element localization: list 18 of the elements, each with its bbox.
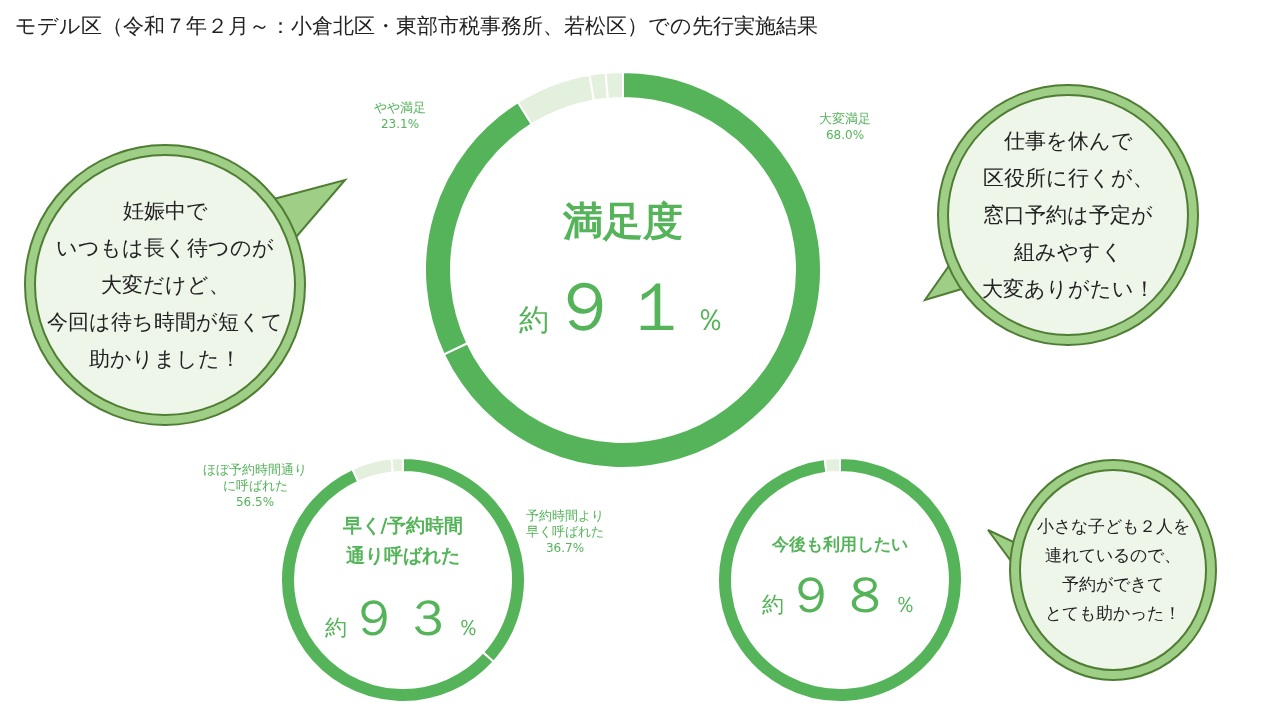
slice-label: ほぼ予約時間通りに呼ばれた (203, 462, 307, 493)
chart-title: モデル区（令和７年２月～：小倉北区・東部市税事務所、若松区）での先行実施結果 (15, 14, 818, 38)
text: 約９１％ (519, 267, 727, 346)
text: 早く/予約時間通り呼ばれた (341, 514, 464, 566)
text: 仕事を休んで区役所に行くが、窓口予約は予定が組みやすく大変ありがたい！ (981, 129, 1155, 302)
data-label: 23.1% (380, 117, 420, 131)
slice-label: やや満足 (374, 100, 426, 115)
data-label: 68.0% (825, 128, 865, 142)
text: 約９３％ (325, 589, 481, 647)
text: 満足度 (562, 198, 683, 244)
text: 約９８％ (762, 566, 918, 624)
slice-label: 大変満足 (819, 111, 871, 126)
text: 今後も利用したい (771, 534, 908, 554)
text: 小さな子ども２人を連れているので、予約ができてとても助かった！ (1036, 516, 1190, 624)
text: 妊娠中でいつもは長く待つのが大変だけど、今回は待ち時間が短くて助かりました！ (47, 199, 283, 372)
data-label: 56.5% (235, 495, 275, 509)
slice-label: 予約時間より早く呼ばれた (526, 508, 604, 539)
data-label: 36.7% (545, 541, 585, 555)
